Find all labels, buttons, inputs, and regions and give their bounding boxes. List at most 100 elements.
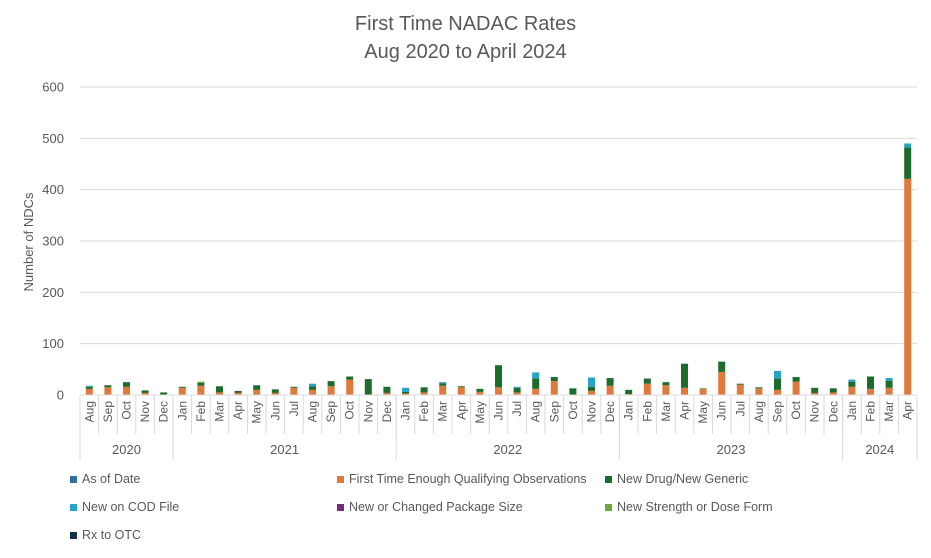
- bar-segment-new-drug-new-generic: [699, 388, 707, 389]
- x-tick-label: Oct: [120, 400, 134, 419]
- x-tick-label: Sep: [324, 401, 338, 423]
- x-tick-label: Jan: [175, 401, 189, 420]
- bar-segment-first-time-enough-qualifying-observations: [550, 381, 558, 395]
- legend-swatch: [70, 475, 77, 483]
- x-tick-label: Feb: [864, 401, 878, 422]
- x-tick-label: Jun: [268, 401, 282, 420]
- legend-label: As of Date: [82, 472, 141, 486]
- bar-segment-new-drug-new-generic: [178, 386, 186, 388]
- x-tick-label: Sep: [771, 401, 785, 423]
- bar-segment-new-drug-new-generic: [85, 386, 93, 389]
- bar-segment-new-on-cod-file: [588, 377, 595, 387]
- legend-item: As of Date: [70, 472, 140, 486]
- bar-segment-new-on-cod-file: [309, 383, 316, 387]
- y-tick-label: 300: [42, 234, 64, 249]
- x-tick-label: May: [696, 401, 710, 424]
- bar-segment-first-time-enough-qualifying-observations: [290, 387, 298, 395]
- x-tick-label: Feb: [640, 401, 654, 422]
- bar-segment-first-time-enough-qualifying-observations: [625, 393, 633, 395]
- bar-segment-new-drug-new-generic: [364, 379, 372, 395]
- bar-segment-new-drug-new-generic: [216, 386, 223, 393]
- bar-segment-first-time-enough-qualifying-observations: [532, 388, 540, 395]
- x-tick-label: Nov: [138, 401, 152, 422]
- bar-segment-new-drug-new-generic: [755, 387, 763, 389]
- bar-segment-new-drug-new-generic: [197, 382, 205, 386]
- bar-segment-new-on-cod-file: [85, 385, 93, 387]
- bar-segment-first-time-enough-qualifying-observations: [476, 391, 484, 395]
- bar-segment-new-on-cod-file: [885, 378, 893, 381]
- x-tick-label: Dec: [603, 401, 617, 422]
- x-tick-label: Jul: [733, 401, 747, 416]
- legend-label: New on COD File: [82, 500, 180, 514]
- x-tick-label: Apr: [231, 401, 245, 420]
- x-tick-label: Oct: [343, 400, 357, 419]
- bar-segment-new-drug-new-generic: [141, 390, 149, 393]
- legend-label: New or Changed Package Size: [349, 500, 523, 514]
- x-tick-label: May: [250, 401, 264, 424]
- bar-segment-new-drug-new-generic: [123, 382, 130, 387]
- bar-segment-new-drug-new-generic: [457, 386, 465, 388]
- x-tick-label: Feb: [194, 401, 208, 422]
- bar-segment-new-drug-new-generic: [643, 378, 651, 384]
- bar-segment-new-drug-new-generic: [885, 380, 893, 388]
- bar-segment-new-drug-new-generic: [234, 391, 242, 393]
- bar-segment-new-drug-new-generic: [681, 363, 688, 388]
- bar-segment-new-drug-new-generic: [829, 388, 837, 393]
- legend-label: New Drug/New Generic: [617, 472, 749, 486]
- bar-segment-first-time-enough-qualifying-observations: [104, 387, 112, 395]
- bar-segment-first-time-enough-qualifying-observations: [383, 392, 391, 395]
- legend-label: First Time Enough Qualifying Observation…: [349, 472, 587, 486]
- year-label: 2024: [865, 442, 894, 457]
- bar-segment-first-time-enough-qualifying-observations: [327, 386, 335, 395]
- bar-segment-first-time-enough-qualifying-observations: [197, 385, 205, 395]
- bar-segment-new-drug-new-generic: [662, 382, 670, 386]
- bar-segment-new-drug-new-generic: [290, 386, 298, 388]
- bar-segment-new-drug-new-generic: [495, 365, 502, 388]
- bar-segment-new-on-cod-file: [439, 382, 447, 384]
- chart-subtitle: Aug 2020 to April 2024: [364, 41, 567, 63]
- bar-segment-new-strength-or-dose-form: [197, 381, 205, 383]
- year-label: 2021: [270, 442, 299, 457]
- x-tick-label: Jul: [510, 401, 524, 416]
- x-tick-label: Jun: [492, 401, 506, 420]
- bar-segment-first-time-enough-qualifying-observations: [141, 392, 149, 395]
- chart-title-line: First Time NADAC Rates: [354, 13, 577, 35]
- bar-segment-new-on-cod-file: [848, 379, 856, 382]
- bar-segment-first-time-enough-qualifying-observations: [867, 388, 874, 395]
- bar-segment-first-time-enough-qualifying-observations: [718, 371, 726, 395]
- x-tick-label: Apr: [678, 401, 692, 420]
- y-axis-label: Number of NDCs: [21, 192, 36, 291]
- bar-segment-first-time-enough-qualifying-observations: [513, 392, 521, 395]
- bar-segment-new-drug-new-generic: [550, 377, 558, 382]
- bar-segment-rx-to-otc: [234, 390, 242, 392]
- bars: [85, 143, 912, 395]
- x-tick-label: Apr: [454, 401, 468, 420]
- bar-segment-first-time-enough-qualifying-observations: [811, 392, 819, 395]
- bar-segment-first-time-enough-qualifying-observations: [420, 392, 428, 395]
- bar-segment-new-drug-new-generic: [160, 392, 168, 395]
- x-tick-label: Dec: [826, 401, 840, 422]
- bar-segment-first-time-enough-qualifying-observations: [85, 388, 93, 395]
- x-tick-label: Nov: [808, 401, 822, 422]
- legend-swatch: [605, 503, 612, 511]
- legend-label: Rx to OTC: [82, 528, 142, 542]
- bar-segment-first-time-enough-qualifying-observations: [588, 390, 595, 395]
- legend-item: New on COD File: [70, 500, 179, 514]
- bar-segment-new-drug-new-generic: [904, 147, 912, 179]
- bar-segment-new-drug-new-generic: [383, 386, 391, 393]
- x-tick-label: Jan: [845, 401, 859, 420]
- bar-segment-first-time-enough-qualifying-observations: [755, 388, 763, 395]
- legend-swatch: [70, 503, 77, 511]
- x-tick-label: Oct: [789, 400, 803, 419]
- bar-segment-first-time-enough-qualifying-observations: [271, 392, 279, 395]
- y-tick-label: 400: [42, 182, 64, 197]
- bar-segment-new-drug-new-generic: [420, 387, 428, 393]
- bar-segment-first-time-enough-qualifying-observations: [178, 387, 186, 395]
- x-tick-label: Dec: [380, 401, 394, 422]
- bar-segment-new-drug-new-generic: [476, 388, 484, 392]
- bar-segment-new-drug-new-generic: [271, 389, 279, 393]
- bar-segment-new-drug-new-generic: [104, 385, 112, 388]
- bar-segment-first-time-enough-qualifying-observations: [885, 387, 893, 395]
- x-tick-label: Mar: [882, 401, 896, 422]
- legend-swatch: [337, 475, 344, 483]
